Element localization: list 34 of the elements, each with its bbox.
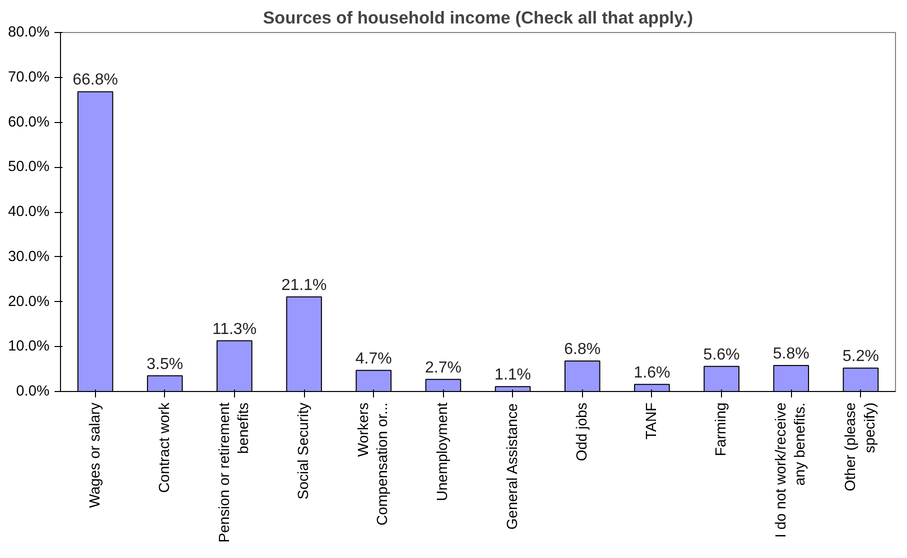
y-tick-label: 20.0% xyxy=(8,294,50,310)
x-tick-label: Contract work xyxy=(156,402,173,493)
y-tick-label: 80.0% xyxy=(8,24,50,40)
x-tick-label: TANF xyxy=(644,402,660,440)
data-label: 5.6% xyxy=(703,346,740,364)
x-tick-label: Pension or retirement benefits xyxy=(216,402,252,543)
x-tick-label: Other (please specify) xyxy=(843,402,878,492)
data-label: 1.6% xyxy=(634,364,670,382)
data-label: 66.8% xyxy=(72,72,118,89)
x-tick-label: Unemployment xyxy=(435,402,452,502)
chart-title: Sources of household income (Check all that apply.) xyxy=(262,8,694,28)
data-label: 5.2% xyxy=(842,348,879,366)
x-tick-label: Wages or salary xyxy=(87,402,104,508)
data-label: 11.3% xyxy=(212,320,257,338)
data-label: 6.8% xyxy=(564,340,601,358)
x-tick-label: Farming xyxy=(714,402,730,456)
x-tick-label: I do not work/receive any benefits. xyxy=(774,402,809,538)
y-tick-label: 10.0% xyxy=(8,338,50,355)
data-label: 21.1% xyxy=(281,276,327,294)
y-tick-label: 50.0% xyxy=(8,159,50,176)
data-label: 4.7% xyxy=(355,350,392,368)
data-label: 5.8% xyxy=(772,345,810,362)
y-tick-label: 30.0% xyxy=(8,248,50,265)
y-tick-label: 60.0% xyxy=(8,114,50,130)
y-tick-label: 40.0% xyxy=(8,204,50,220)
y-tick-label: 70.0% xyxy=(8,69,50,86)
x-tick-label: Odd jobs xyxy=(574,402,590,462)
data-label: 1.1% xyxy=(494,366,532,384)
x-tick-label: Workers Compensation or... xyxy=(356,402,392,526)
x-tick-label: General Assistance xyxy=(504,403,521,530)
y-tick-label: 0.0% xyxy=(16,384,50,400)
data-label: 2.7% xyxy=(424,359,462,376)
x-tick-label: Social Security xyxy=(296,402,312,500)
data-label: 3.5% xyxy=(146,356,184,373)
